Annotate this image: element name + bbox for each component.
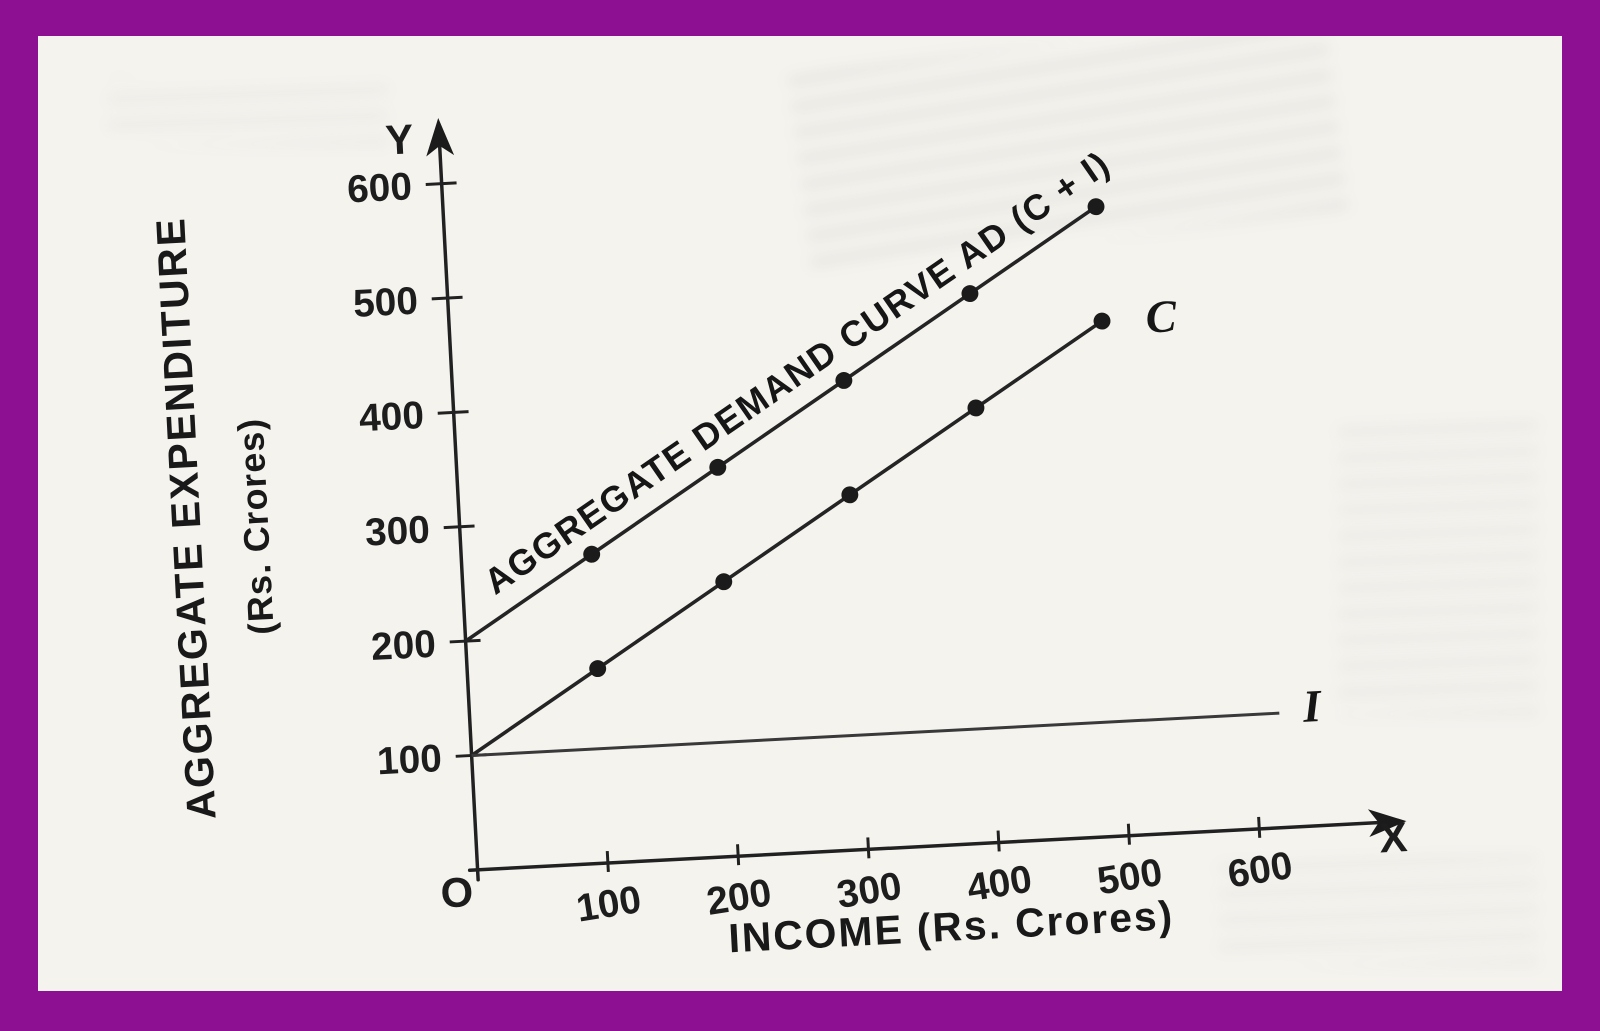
x-end-label: X [1378, 813, 1408, 861]
x-tick-label: 100 [573, 878, 644, 931]
ad-curve-label: AGGREGATE DEMAND CURVE AD (C + I) [477, 143, 1117, 602]
data-point-C [715, 573, 733, 591]
series-line-I [471, 711, 1280, 757]
paper-background: 100 200 300 400 500 600 100 200 300 400 500 600 O X Y A… [38, 36, 1562, 991]
i-curve-label: I [1301, 680, 1325, 732]
x-tick [996, 830, 1001, 852]
y-axis [437, 144, 480, 882]
y-tick-label: 600 [346, 165, 413, 211]
y-axis-arrowhead [426, 118, 455, 157]
x-tick-label: 400 [964, 858, 1035, 911]
y-tick [431, 295, 463, 301]
x-tick [1257, 816, 1262, 838]
chart-skew-group: 100 200 300 400 500 600 100 200 300 400 500 600 O X Y A… [147, 115, 1408, 961]
y-tick-label: 500 [352, 280, 419, 326]
data-point-AD [709, 458, 727, 476]
series-line-C [470, 319, 1104, 757]
data-point-AD [583, 545, 601, 563]
x-tick-label: 600 [1225, 844, 1296, 897]
x-tick [1126, 823, 1131, 845]
y-tick-label: 400 [358, 394, 425, 440]
x-tick [866, 837, 871, 859]
x-tick-label: 500 [1094, 851, 1165, 904]
data-point-AD [835, 371, 853, 389]
origin-label: O [439, 868, 474, 917]
data-point-C [1093, 312, 1111, 330]
x-axis-title: INCOME (Rs. Crores) [727, 892, 1175, 961]
y-tick-label: 100 [376, 737, 443, 783]
data-point-AD [1087, 198, 1105, 216]
x-tick-label: 300 [834, 864, 905, 917]
y-axis-subtitle: (Rs. Crores) [230, 417, 281, 636]
c-curve-label: C [1144, 290, 1178, 343]
x-tick-label: 200 [704, 871, 775, 924]
data-point-AD [961, 285, 979, 303]
y-tick-label: 300 [364, 508, 431, 554]
x-axis [467, 820, 1385, 872]
chart-canvas: 100 200 300 400 500 600 100 200 300 400 500 600 O X Y A… [147, 115, 1408, 961]
x-tick [736, 844, 741, 866]
data-point-C [841, 486, 859, 504]
y-end-label: Y [384, 115, 414, 163]
series-line-AD [464, 205, 1098, 643]
y-tick [425, 181, 457, 186]
y-tick [437, 410, 469, 415]
data-point-C [967, 399, 985, 417]
y-axis-title: AGGREGATE EXPENDITURE [147, 216, 225, 821]
x-tick [605, 850, 610, 873]
x-axis-arrowhead [1367, 809, 1407, 838]
y-tick [449, 638, 481, 644]
y-tick [443, 524, 475, 530]
y-tick-label: 200 [370, 623, 437, 669]
data-point-C [589, 660, 607, 678]
